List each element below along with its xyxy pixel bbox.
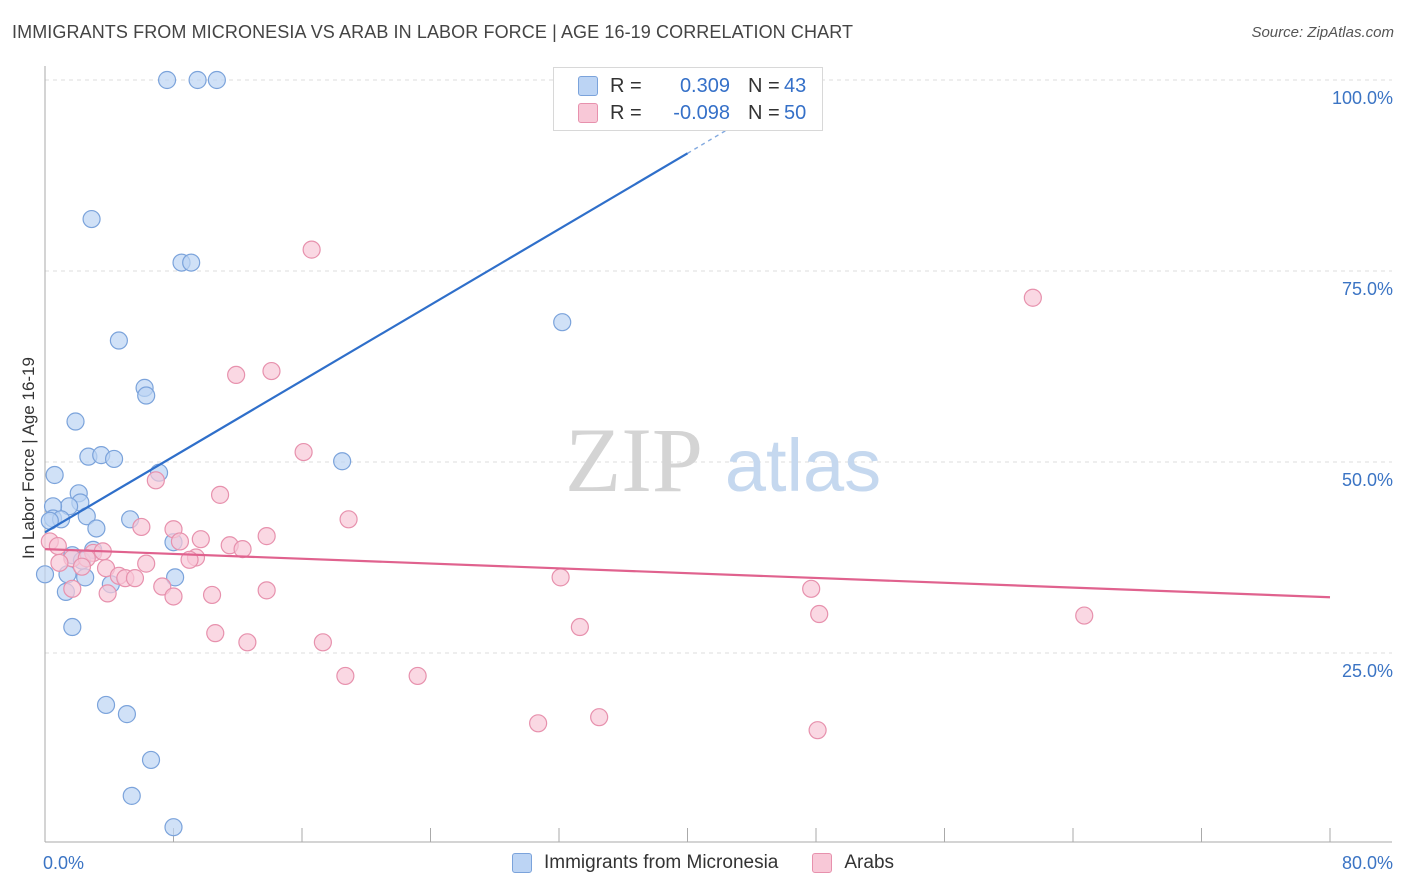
data-point (1023, 288, 1042, 307)
data-point (313, 633, 332, 652)
trend-lines (44, 114, 1331, 599)
data-point (166, 568, 185, 587)
data-point (96, 695, 116, 715)
legend-r-value: 0.309 (679, 74, 730, 97)
data-point (553, 313, 572, 332)
data-point (227, 365, 246, 385)
data-point (333, 452, 352, 471)
legend-n-value: 50 (784, 101, 807, 124)
legend-swatch-blue (511, 853, 532, 873)
data-point (50, 553, 69, 572)
data-point (336, 666, 355, 686)
data-point (1075, 606, 1094, 625)
series-micronesia-points (35, 70, 572, 837)
legend-n-label: N = (748, 74, 780, 97)
legend-item-micronesia[interactable]: Immigrants from Micronesia (511, 852, 779, 874)
data-point (98, 584, 117, 603)
data-point (35, 565, 55, 584)
data-point (125, 569, 145, 588)
data-point (206, 624, 225, 643)
legend-swatch-pink (578, 103, 598, 123)
data-point (45, 465, 64, 485)
tick-labels: 25.0% 50.0% 75.0% 100.0% 0.0% 80.0% (43, 88, 1393, 873)
data-point (82, 209, 101, 229)
legend-label-arabs: Arabs (844, 852, 895, 873)
stats-legend: R = 0.309 N = 43 R = -0.098 N = 50 (553, 67, 823, 131)
data-point (210, 485, 230, 504)
y-axis-label: In Labor Force | Age 16-19 (19, 357, 38, 559)
legend-label-micronesia: Immigrants from Micronesia (543, 852, 779, 873)
trend-line-micronesia (44, 152, 689, 534)
data-point (164, 818, 183, 837)
legend-swatch-pink (812, 853, 833, 873)
legend-row-micronesia: R = 0.309 N = 43 (578, 73, 806, 99)
data-point (137, 386, 156, 405)
series-arabs-points (40, 240, 1094, 740)
source-label: Source: ZipAtlas.com (1251, 24, 1394, 41)
data-point (202, 585, 222, 605)
data-point (63, 579, 82, 598)
watermark: ZIP atlas (565, 409, 881, 511)
data-point (802, 579, 821, 598)
data-point (137, 554, 156, 573)
y-tick-label: 50.0% (1342, 470, 1393, 490)
series-legend: Immigrants from Micronesia Arabs (0, 852, 1406, 874)
legend-item-arabs[interactable]: Arabs (812, 852, 894, 874)
data-point (122, 786, 141, 805)
data-point (132, 517, 151, 537)
data-point (188, 70, 207, 90)
data-point (104, 449, 124, 469)
data-point (339, 510, 358, 529)
data-point (551, 568, 570, 587)
data-point (810, 604, 829, 624)
x-tick-label: 0.0% (43, 853, 84, 873)
data-point (63, 617, 82, 637)
axes (44, 66, 1392, 843)
legend-r-label: R = (610, 74, 642, 97)
data-point (808, 721, 827, 740)
data-point (157, 70, 177, 90)
data-point (570, 617, 589, 637)
y-tick-label: 25.0% (1342, 661, 1393, 681)
grid (45, 79, 1392, 654)
data-point (87, 519, 106, 538)
data-point (66, 412, 85, 431)
data-point (257, 527, 276, 546)
data-point (164, 587, 183, 606)
data-point (182, 253, 201, 272)
data-point (207, 70, 226, 90)
watermark-atlas: atlas (725, 424, 881, 507)
legend-r-value: -0.098 (673, 101, 730, 124)
data-point (109, 331, 128, 350)
data-point (170, 532, 190, 551)
data-point (191, 530, 210, 549)
data-point (117, 705, 137, 724)
data-point (48, 536, 67, 556)
data-point (590, 708, 609, 727)
watermark-zip: ZIP (565, 409, 703, 511)
x-tick-label: 80.0% (1342, 853, 1393, 873)
legend-swatch-blue (578, 76, 598, 96)
y-tick-label: 100.0% (1332, 88, 1393, 108)
legend-row-arabs: R = -0.098 N = 50 (578, 100, 806, 126)
data-point (141, 750, 161, 770)
data-point (302, 240, 321, 259)
chart-title: IMMIGRANTS FROM MICRONESIA VS ARAB IN LA… (12, 22, 854, 42)
legend-n-label: N = (748, 101, 780, 124)
legend-r-label: R = (610, 101, 642, 124)
data-point (233, 539, 252, 559)
data-point (238, 633, 257, 652)
trend-line-arabs (44, 547, 1331, 599)
data-point (146, 471, 165, 490)
data-point (529, 714, 548, 733)
y-tick-label: 75.0% (1342, 279, 1393, 299)
legend-n-value: 43 (784, 74, 807, 97)
data-point (294, 442, 313, 462)
data-point (408, 666, 427, 686)
data-point (262, 361, 281, 381)
data-point (257, 581, 276, 600)
data-point (72, 557, 92, 576)
